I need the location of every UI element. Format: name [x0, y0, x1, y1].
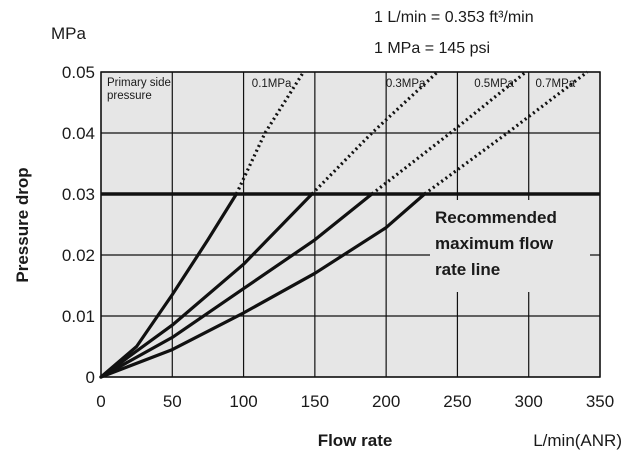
y-tick-labels: 0 0.01 0.02 0.03 0.04 0.05 — [62, 63, 95, 387]
x-tick-label-1: 50 — [163, 392, 182, 411]
series-label-05mpa: 0.5MPa — [474, 78, 514, 90]
y-unit-label: MPa — [51, 24, 87, 43]
series-03mpa-solid — [99, 192, 314, 379]
series-05mpa-solid — [99, 192, 374, 379]
x-tick-label-3: 150 — [301, 392, 329, 411]
conversion-note-pressure: 1 MPa = 145 psi — [374, 40, 490, 57]
y-tick-label-4: 0.04 — [62, 124, 95, 143]
x-tick-label-4: 200 — [372, 392, 400, 411]
series-01mpa-dotted — [234, 71, 305, 195]
primary-side-pressure-label: Primary side pressure — [107, 77, 174, 102]
recommended-label-bg — [430, 200, 590, 292]
recommended-label-line3: rate line — [435, 260, 500, 279]
series-layer — [99, 70, 589, 379]
series-labels: 0.1MPa 0.3MPa 0.5MPa 0.7MPa — [252, 78, 576, 90]
y-axis-title: Pressure drop — [13, 167, 32, 282]
y-tick-label-5: 0.05 — [62, 63, 95, 82]
y-tick-label-1: 0.01 — [62, 307, 95, 326]
y-tick-label-0: 0 — [86, 368, 95, 387]
x-unit-label: L/min(ANR) — [533, 431, 622, 450]
y-tick-label-2: 0.02 — [62, 246, 95, 265]
series-label-01mpa: 0.1MPa — [252, 78, 292, 90]
series-05mpa-dotted — [370, 70, 527, 196]
recommended-label-line2: maximum flow — [435, 234, 554, 253]
x-tick-label-0: 0 — [96, 392, 105, 411]
x-tick-labels: 0 50 100 150 200 250 300 350 — [96, 392, 614, 411]
x-tick-label-2: 100 — [229, 392, 257, 411]
series-label-03mpa: 0.3MPa — [386, 78, 426, 90]
series-07mpa-solid — [99, 192, 427, 379]
conversion-note-flow: 1 L/min = 0.353 ft³/min — [374, 9, 534, 26]
x-tick-label-6: 300 — [515, 392, 543, 411]
x-tick-label-5: 250 — [443, 392, 471, 411]
primary-side-pressure-label-line1: Primary side — [107, 77, 171, 89]
y-tick-label-3: 0.03 — [62, 185, 95, 204]
series-01mpa-solid — [99, 192, 238, 379]
recommended-label-line1: Recommended — [435, 208, 557, 227]
x-axis-title: Flow rate — [318, 431, 393, 450]
primary-side-pressure-label-line2: pressure — [107, 90, 152, 102]
x-tick-label-7: 350 — [586, 392, 614, 411]
series-label-07mpa: 0.7MPa — [536, 78, 576, 90]
plot-frame — [100, 71, 601, 378]
